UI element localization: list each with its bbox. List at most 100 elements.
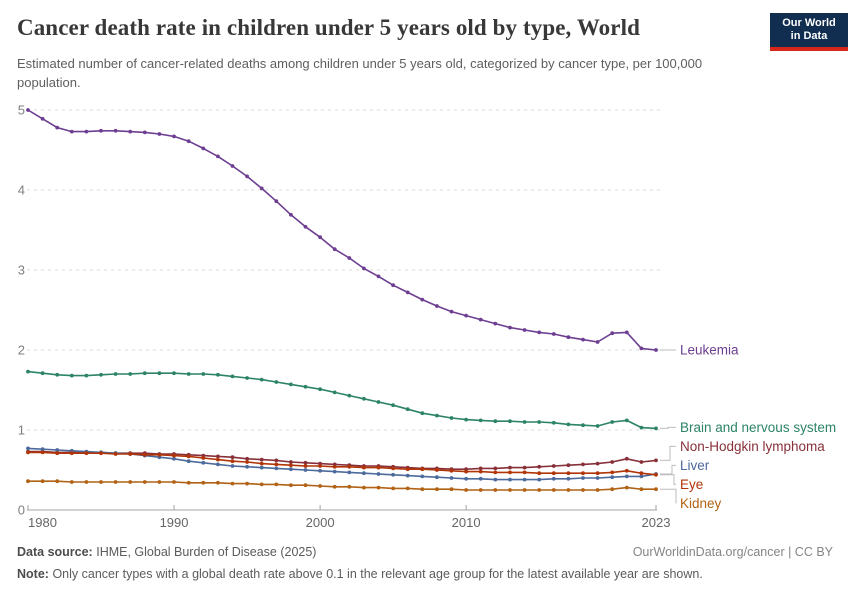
data-point[interactable] <box>69 373 74 378</box>
data-point[interactable] <box>318 235 322 240</box>
data-point[interactable] <box>581 337 585 342</box>
data-point[interactable] <box>391 472 395 477</box>
data-point[interactable] <box>435 475 439 480</box>
series-brain-and-nervous-system[interactable] <box>26 369 658 431</box>
data-point[interactable] <box>157 132 162 136</box>
data-point[interactable] <box>566 463 571 468</box>
data-point[interactable] <box>405 290 410 295</box>
data-point[interactable] <box>55 372 60 377</box>
series-line-leukemia[interactable] <box>27 109 657 351</box>
data-point[interactable] <box>362 396 366 401</box>
data-point[interactable] <box>303 460 308 465</box>
data-point[interactable] <box>186 372 191 376</box>
data-point[interactable] <box>566 488 571 492</box>
data-point[interactable] <box>186 139 191 144</box>
data-point[interactable] <box>522 470 527 475</box>
data-point[interactable] <box>639 346 644 351</box>
data-point[interactable] <box>639 460 644 464</box>
data-point[interactable] <box>99 128 103 133</box>
data-source[interactable]: Data source: IHME, Global Burden of Dise… <box>17 545 316 559</box>
data-point[interactable] <box>201 480 206 485</box>
data-point[interactable] <box>405 473 410 478</box>
data-point[interactable] <box>245 376 250 380</box>
data-point[interactable] <box>464 313 468 318</box>
data-point[interactable] <box>376 274 381 279</box>
data-point[interactable] <box>508 477 512 482</box>
data-point[interactable] <box>259 186 264 191</box>
data-point[interactable] <box>99 451 103 456</box>
data-point[interactable] <box>581 471 585 476</box>
data-point[interactable] <box>332 469 337 474</box>
data-point[interactable] <box>84 451 89 456</box>
data-point[interactable] <box>391 283 395 288</box>
data-point[interactable] <box>610 420 615 424</box>
data-point[interactable] <box>84 480 89 484</box>
data-point[interactable] <box>581 488 585 492</box>
data-point[interactable] <box>69 451 74 456</box>
data-point[interactable] <box>595 461 600 466</box>
data-point[interactable] <box>464 417 468 422</box>
attribution-link[interactable]: OurWorldinData.org/cancer | CC BY <box>632 545 833 559</box>
data-point[interactable] <box>216 454 220 459</box>
data-point[interactable] <box>478 466 483 471</box>
data-point[interactable] <box>216 480 220 485</box>
data-point[interactable] <box>113 128 118 133</box>
data-point[interactable] <box>40 479 45 484</box>
data-point[interactable] <box>654 458 658 463</box>
data-point[interactable] <box>654 348 658 352</box>
data-point[interactable] <box>391 486 395 491</box>
data-point[interactable] <box>128 372 133 376</box>
data-point[interactable] <box>522 488 527 492</box>
data-point[interactable] <box>69 129 74 134</box>
data-point[interactable] <box>493 419 498 424</box>
data-point[interactable] <box>405 486 410 491</box>
data-point[interactable] <box>157 452 162 457</box>
data-point[interactable] <box>595 424 600 428</box>
data-point[interactable] <box>493 470 498 475</box>
data-point[interactable] <box>551 420 556 425</box>
data-point[interactable] <box>230 459 235 464</box>
data-point[interactable] <box>551 464 556 468</box>
data-point[interactable] <box>157 480 162 484</box>
data-point[interactable] <box>230 164 235 168</box>
data-point[interactable] <box>216 462 220 467</box>
data-point[interactable] <box>142 371 147 376</box>
data-point[interactable] <box>566 471 571 476</box>
data-point[interactable] <box>40 447 45 452</box>
data-point[interactable] <box>435 487 439 492</box>
data-point[interactable] <box>303 224 308 229</box>
series-leukemia[interactable] <box>26 108 658 352</box>
data-point[interactable] <box>26 369 30 374</box>
data-point[interactable] <box>186 480 191 485</box>
data-point[interactable] <box>40 450 45 455</box>
data-point[interactable] <box>405 467 410 472</box>
data-point[interactable] <box>274 458 279 463</box>
data-point[interactable] <box>289 382 293 387</box>
data-point[interactable] <box>566 476 571 481</box>
data-point[interactable] <box>128 129 133 134</box>
data-point[interactable] <box>376 485 381 490</box>
series-line-brain-and-nervous-system[interactable] <box>27 370 657 430</box>
data-point[interactable] <box>391 403 395 408</box>
data-point[interactable] <box>654 472 658 477</box>
data-point[interactable] <box>610 487 615 492</box>
data-point[interactable] <box>420 474 425 479</box>
data-point[interactable] <box>230 464 235 468</box>
data-point[interactable] <box>289 463 293 468</box>
data-point[interactable] <box>449 416 454 420</box>
data-point[interactable] <box>478 317 483 322</box>
data-point[interactable] <box>318 468 322 473</box>
data-point[interactable] <box>259 465 264 470</box>
data-point[interactable] <box>522 477 527 482</box>
data-point[interactable] <box>99 480 103 484</box>
data-point[interactable] <box>186 459 191 464</box>
data-point[interactable] <box>318 484 322 488</box>
data-point[interactable] <box>172 453 176 458</box>
data-point[interactable] <box>230 455 235 460</box>
data-point[interactable] <box>639 425 644 430</box>
data-point[interactable] <box>595 340 600 344</box>
data-point[interactable] <box>435 468 439 472</box>
data-point[interactable] <box>420 487 425 492</box>
data-point[interactable] <box>201 146 206 151</box>
data-point[interactable] <box>216 372 220 377</box>
